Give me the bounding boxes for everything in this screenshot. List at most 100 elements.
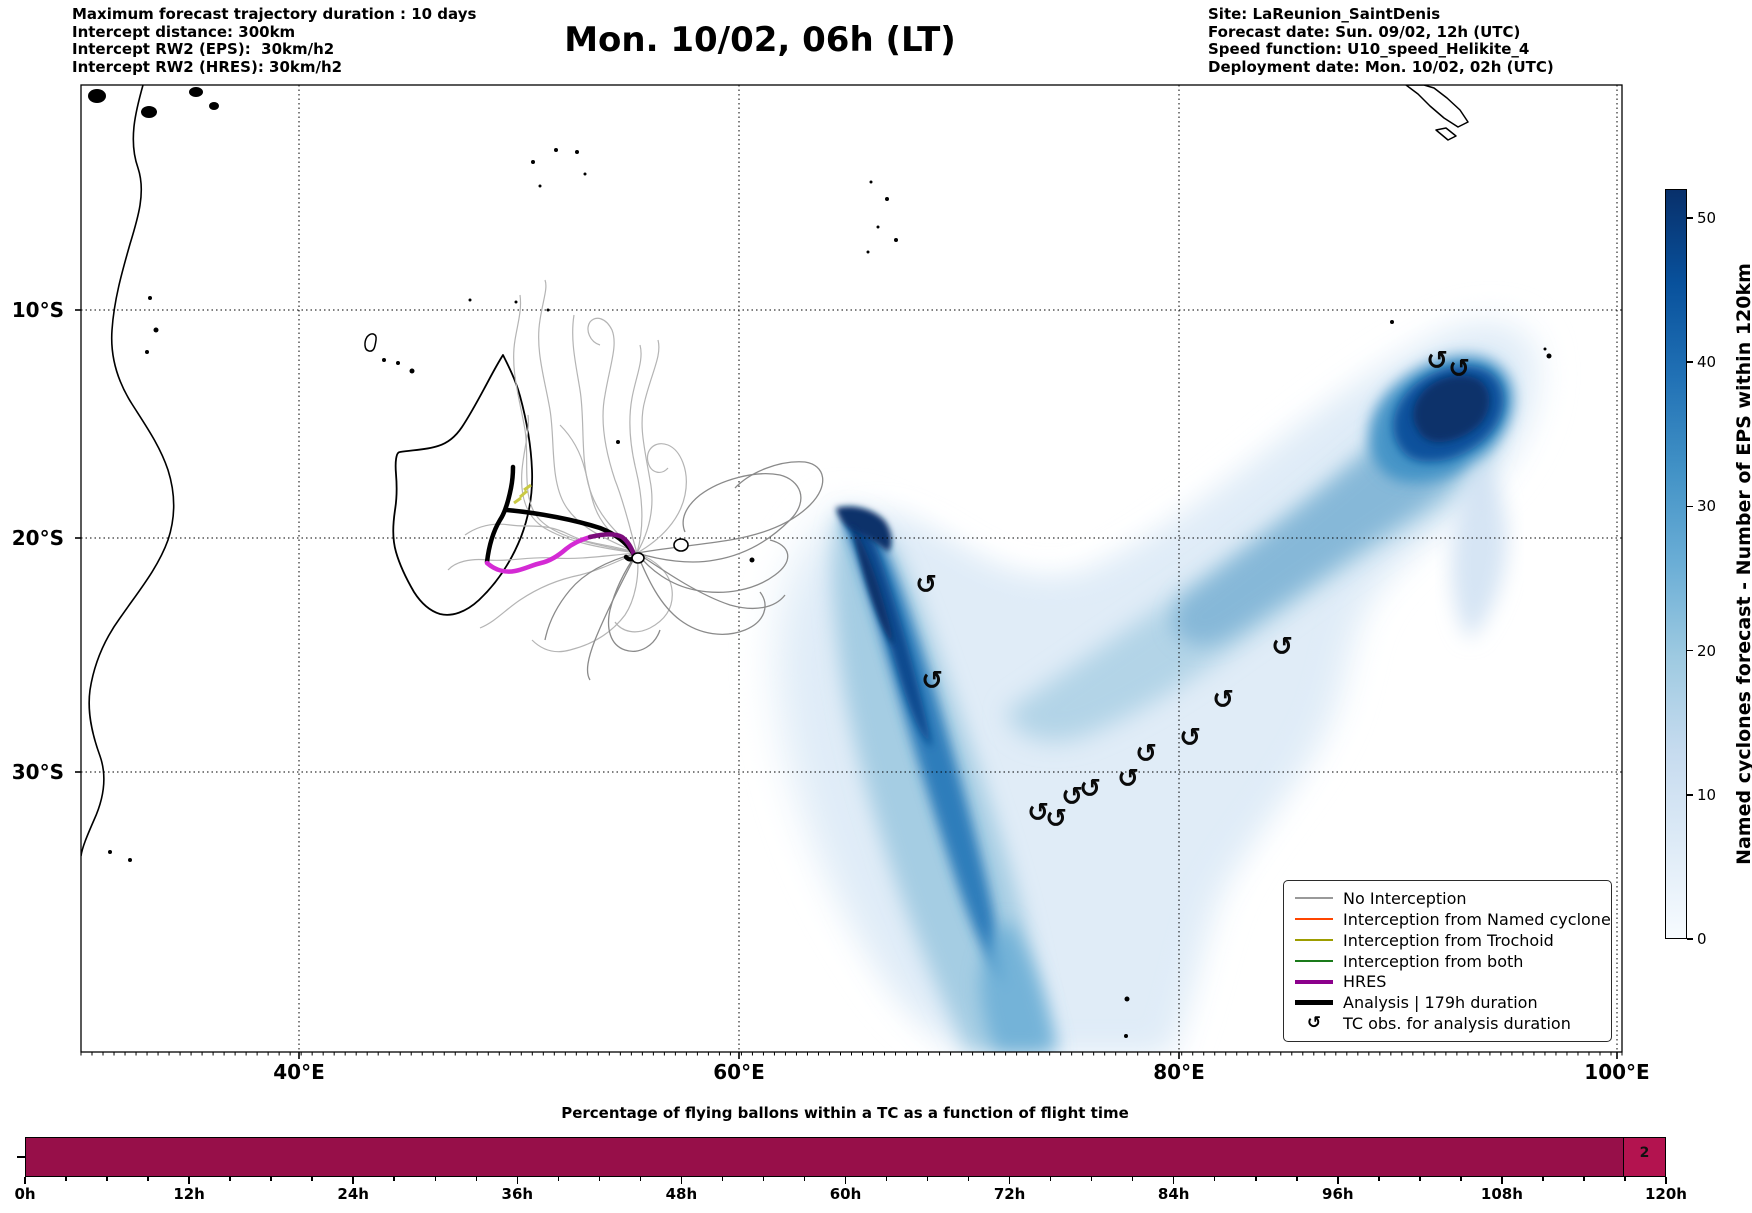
x-axis-tick xyxy=(803,1177,806,1181)
x-axis-tick xyxy=(967,1177,970,1181)
page-title: Mon. 10/02, 06h (LT) xyxy=(564,20,956,60)
colorbar-tick-label: 20 xyxy=(1697,641,1717,660)
x-axis-tick xyxy=(106,1177,108,1181)
legend-line xyxy=(1295,939,1333,942)
x-axis-tick xyxy=(1665,1177,1667,1184)
tc-obs-icon: ↺ xyxy=(1135,739,1157,769)
x-axis-tick-label: 24h xyxy=(337,1185,369,1203)
eps-trajectory xyxy=(636,552,766,635)
lat-tick-label: 20°S xyxy=(11,526,64,550)
x-axis-tick xyxy=(434,1177,436,1181)
x-axis-tick xyxy=(598,1177,601,1181)
cyclone-density-shade xyxy=(852,524,894,646)
colorbar-tick xyxy=(1687,217,1693,219)
eps-trajectory xyxy=(629,344,643,554)
map-content: ↺↺↺↺↺↺ ↺↺↺↺↺↺ ↺ xyxy=(81,85,1622,1052)
island-dot xyxy=(869,180,873,184)
island-dot xyxy=(575,150,579,154)
x-axis-tick xyxy=(1131,1177,1134,1181)
eps-trajectory xyxy=(636,443,687,554)
cyclone-density-shade xyxy=(980,920,1058,1052)
bar-segment: 2 xyxy=(1623,1138,1665,1176)
legend-label: Analysis | 179h duration xyxy=(1343,993,1538,1013)
legend-row: No Interception xyxy=(1294,888,1601,909)
x-axis-tick xyxy=(147,1177,149,1181)
lon-tick-label: 80°E xyxy=(1153,1060,1205,1084)
x-axis-tick xyxy=(1090,1177,1093,1181)
x-axis-tick xyxy=(557,1177,560,1181)
x-axis-tick-label: 84h xyxy=(1157,1185,1190,1203)
header-right-line: Site: LaReunion_SaintDenis xyxy=(1208,5,1441,23)
island-dot xyxy=(885,197,889,201)
x-axis-tick xyxy=(1501,1177,1503,1184)
x-axis-tick-label: 48h xyxy=(665,1185,698,1203)
island-dot xyxy=(468,298,472,302)
x-axis-tick xyxy=(762,1177,765,1181)
island-dot xyxy=(108,850,112,854)
coastline xyxy=(1405,85,1469,128)
x-axis-tick xyxy=(885,1177,888,1181)
hres-track xyxy=(587,532,637,558)
site-island xyxy=(631,552,645,564)
eps-trajectory xyxy=(587,317,638,554)
x-axis-tick xyxy=(844,1177,847,1184)
island-dot xyxy=(876,225,880,229)
x-axis-tick xyxy=(516,1177,519,1184)
x-axis-tick xyxy=(1583,1177,1585,1181)
tc-obs-icon: ↺ xyxy=(1045,804,1067,834)
tc-obs-icon: ↺ xyxy=(1426,346,1448,376)
legend-row: Interception from Named cyclone xyxy=(1294,909,1611,930)
header-left-line: Intercept RW2 (EPS): 30km/h2 xyxy=(72,40,335,58)
eps-trajectory xyxy=(531,552,639,653)
colorbar-tick xyxy=(1687,938,1693,940)
tc-obs-icon: ↺ xyxy=(1061,782,1083,812)
tc-obs-icon: ↺ xyxy=(1271,632,1293,662)
colorbar-tick-label: 10 xyxy=(1697,785,1717,804)
x-axis-tick-label: 108h xyxy=(1480,1185,1523,1203)
tc-obs-icon: ↺ xyxy=(1212,685,1234,715)
island-dot xyxy=(145,350,149,354)
bar-segment xyxy=(26,1138,1624,1176)
island-dot xyxy=(546,308,550,312)
island-dot xyxy=(866,250,870,254)
x-axis-tick xyxy=(1460,1177,1462,1181)
legend-line xyxy=(1295,979,1333,985)
header-right-line: Deployment date: Mon. 10/02, 02h (UTC) xyxy=(1208,57,1554,76)
eps-trajectory xyxy=(513,294,638,554)
island-dot xyxy=(1546,353,1552,359)
island-dot xyxy=(583,172,587,176)
x-axis-tick-label: 120h xyxy=(1645,1185,1687,1203)
lake-shape xyxy=(209,102,219,110)
legend-label: HRES xyxy=(1343,972,1387,992)
x-axis-tick xyxy=(188,1177,190,1184)
island-dot xyxy=(396,361,400,365)
eps-trajectory xyxy=(447,552,638,571)
x-axis-tick xyxy=(1172,1177,1175,1184)
colorbar-tick-label: 30 xyxy=(1697,497,1717,516)
forecast-params-block: Maximum forecast trajectory duration : 1… xyxy=(72,5,476,76)
x-axis-tick xyxy=(1419,1177,1421,1181)
legend-label: Interception from Trochoid xyxy=(1343,930,1554,950)
x-axis-tick xyxy=(639,1177,642,1181)
legend-line-swatch xyxy=(1294,918,1334,921)
x-axis-tick-label: 72h xyxy=(993,1185,1026,1203)
tc-obs-icon: ↺ xyxy=(921,666,943,696)
island-dot xyxy=(382,358,386,362)
island-dot xyxy=(749,557,755,563)
x-axis-tick xyxy=(1213,1177,1216,1181)
tc-obs-icon: ↺ xyxy=(1079,774,1101,804)
eps-trajectory xyxy=(538,279,638,554)
x-axis-tick xyxy=(24,1177,26,1184)
x-axis-tick-label: 60h xyxy=(829,1185,862,1203)
x-axis-tick-label: 96h xyxy=(1322,1185,1354,1203)
site-island xyxy=(673,538,689,552)
island-dot xyxy=(1124,1034,1128,1038)
cyclone-density-shade xyxy=(1451,460,1507,640)
legend-line-swatch xyxy=(1294,939,1334,942)
island-dot xyxy=(148,296,152,300)
x-axis-tick xyxy=(1049,1177,1052,1181)
lon-tick-label: 100°E xyxy=(1584,1060,1650,1084)
lon-tick-label: 40°E xyxy=(273,1060,325,1084)
header-left-line: Intercept RW2 (HRES): 30km/h2 xyxy=(72,57,343,76)
island-dot xyxy=(1390,320,1394,324)
